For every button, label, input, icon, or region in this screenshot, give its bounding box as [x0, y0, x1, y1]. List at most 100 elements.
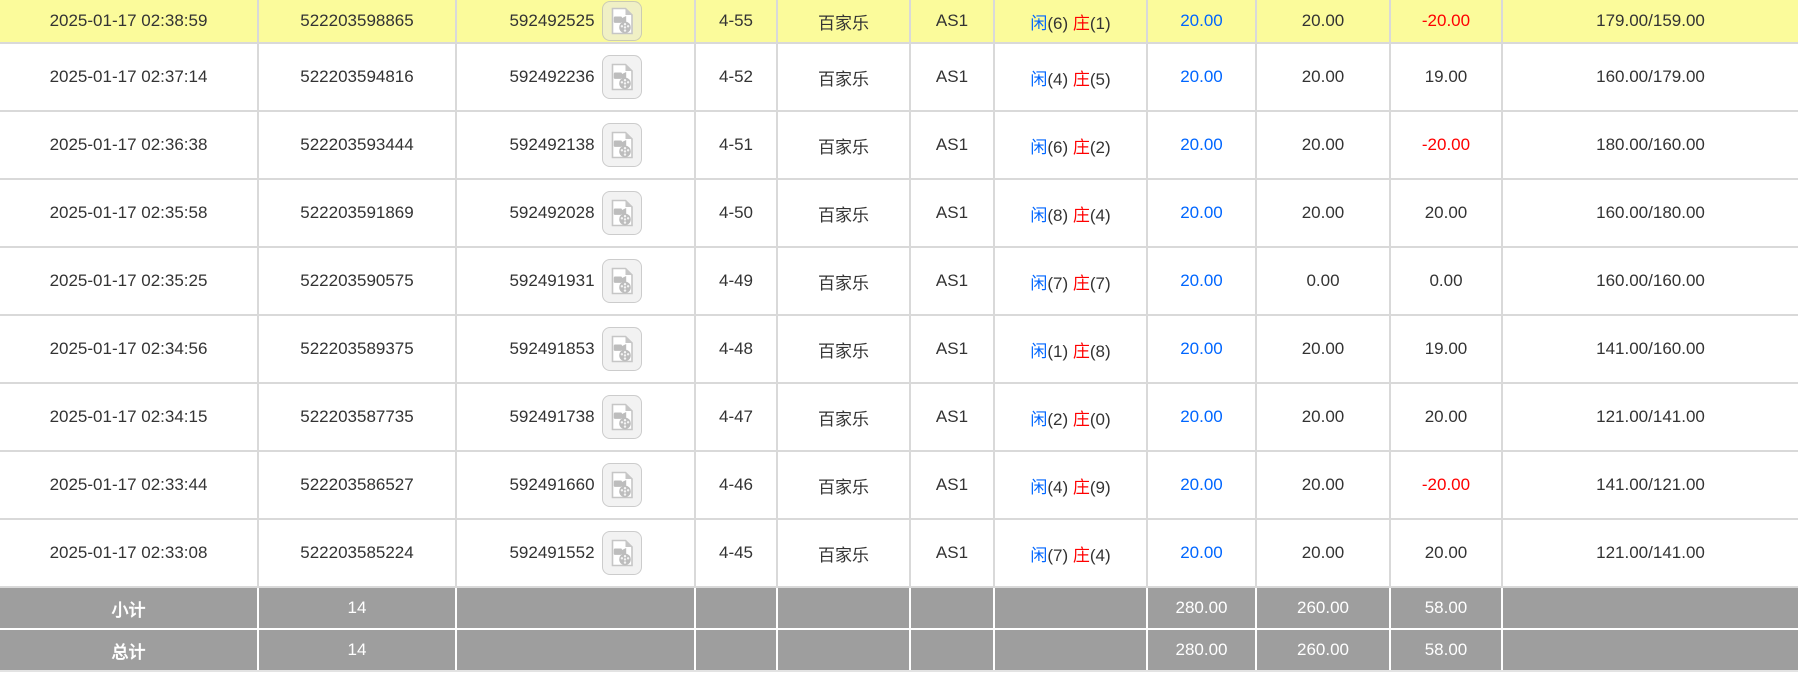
win-loss-amount: 20.00 — [1389, 518, 1503, 588]
video-replay-document-icon — [610, 63, 634, 91]
game-id-cell: 592492525 — [455, 0, 696, 44]
total-empty-gameid — [455, 628, 696, 671]
game-id-cell: 592492028 — [455, 178, 696, 248]
balance-before-after: 141.00/160.00 — [1501, 314, 1798, 384]
player-result-label: 闲 — [1030, 273, 1048, 293]
banker-result-label: 庄 — [1072, 137, 1090, 157]
banker-result-label: 庄 — [1072, 341, 1090, 361]
game-name: 百家乐 — [776, 382, 911, 452]
order-id: 522203594816 — [257, 42, 457, 112]
player-result-label: 闲 — [1030, 341, 1048, 361]
subtotal-winloss-total: 58.00 — [1389, 586, 1503, 630]
bet-amount: 20.00 — [1146, 178, 1257, 248]
round-number: 4-51 — [694, 110, 778, 180]
game-id-cell: 592491660 — [455, 450, 696, 520]
valid-amount: 20.00 — [1255, 0, 1391, 44]
bet-time: 2025-01-17 02:35:58 — [0, 178, 259, 248]
video-replay-button[interactable] — [601, 531, 642, 575]
round-number: 4-50 — [694, 178, 778, 248]
table-row[interactable]: 2025-01-17 02:37:14 522203594816 5924922… — [0, 42, 1798, 112]
valid-amount: 0.00 — [1255, 246, 1391, 316]
banker-result-label: 庄 — [1072, 273, 1090, 293]
video-replay-button[interactable] — [601, 259, 642, 303]
game-result: 闲(2) 庄(0) — [993, 382, 1148, 452]
player-result-label: 闲 — [1030, 69, 1048, 89]
video-replay-button[interactable] — [601, 55, 642, 99]
game-id: 592492138 — [509, 135, 595, 154]
subtotal-label: 小计 — [0, 586, 259, 630]
table-row[interactable]: 2025-01-17 02:35:25 522203590575 5924919… — [0, 246, 1798, 316]
subtotal-valid-total: 260.00 — [1255, 586, 1391, 630]
win-loss-amount: -20.00 — [1389, 450, 1503, 520]
bet-time: 2025-01-17 02:34:56 — [0, 314, 259, 384]
game-name: 百家乐 — [776, 42, 911, 112]
valid-amount: 20.00 — [1255, 110, 1391, 180]
video-replay-button[interactable] — [601, 2, 642, 41]
video-replay-button[interactable] — [601, 123, 642, 167]
bet-amount: 20.00 — [1146, 450, 1257, 520]
bet-time: 2025-01-17 02:36:38 — [0, 110, 259, 180]
table-row[interactable]: 2025-01-17 02:33:08 522203585224 5924915… — [0, 518, 1798, 588]
table-name: AS1 — [909, 178, 995, 248]
game-result: 闲(8) 庄(4) — [993, 178, 1148, 248]
video-replay-document-icon — [610, 403, 634, 431]
player-result-label: 闲 — [1030, 137, 1048, 157]
banker-result-score: (4) — [1089, 545, 1111, 565]
subtotal-empty-round — [694, 586, 778, 630]
banker-result-score: (1) — [1089, 13, 1111, 33]
table-row[interactable]: 2025-01-17 02:38:59 522203598865 5924925… — [0, 0, 1798, 44]
table-row[interactable]: 2025-01-17 02:33:44 522203586527 5924916… — [0, 450, 1798, 520]
game-result: 闲(4) 庄(9) — [993, 450, 1148, 520]
table-row[interactable]: 2025-01-17 02:34:56 522203589375 5924918… — [0, 314, 1798, 384]
win-loss-amount: 20.00 — [1389, 178, 1503, 248]
game-name: 百家乐 — [776, 110, 911, 180]
game-id-cell: 592492138 — [455, 110, 696, 180]
video-replay-document-icon — [610, 471, 634, 499]
game-id-cell: 592491853 — [455, 314, 696, 384]
total-empty-round — [694, 628, 778, 671]
table-name: AS1 — [909, 42, 995, 112]
table-row[interactable]: 2025-01-17 02:34:15 522203587735 5924917… — [0, 382, 1798, 452]
subtotal-count: 14 — [257, 586, 457, 630]
game-name: 百家乐 — [776, 450, 911, 520]
round-number: 4-52 — [694, 42, 778, 112]
video-replay-button[interactable] — [601, 327, 642, 371]
total-label: 总计 — [0, 628, 259, 671]
total-bet-total: 280.00 — [1146, 628, 1257, 671]
video-replay-button[interactable] — [601, 395, 642, 439]
bet-time: 2025-01-17 02:33:44 — [0, 450, 259, 520]
game-id-cell: 592491738 — [455, 382, 696, 452]
order-id: 522203589375 — [257, 314, 457, 384]
video-replay-button[interactable] — [601, 463, 642, 507]
video-replay-document-icon — [610, 131, 634, 159]
table-row[interactable]: 2025-01-17 02:35:58 522203591869 5924920… — [0, 178, 1798, 248]
total-valid-total: 260.00 — [1255, 628, 1391, 671]
round-number: 4-45 — [694, 518, 778, 588]
bet-history-table: 2025-01-17 02:38:59 522203598865 5924925… — [0, 0, 1798, 671]
banker-result-label: 庄 — [1072, 205, 1090, 225]
balance-before-after: 179.00/159.00 — [1501, 0, 1798, 44]
game-name: 百家乐 — [776, 178, 911, 248]
video-replay-document-icon — [610, 199, 634, 227]
table-name: AS1 — [909, 518, 995, 588]
video-replay-button[interactable] — [601, 191, 642, 235]
balance-before-after: 121.00/141.00 — [1501, 518, 1798, 588]
table-row[interactable]: 2025-01-17 02:36:38 522203593444 5924921… — [0, 110, 1798, 180]
banker-result-label: 庄 — [1072, 477, 1090, 497]
video-replay-document-icon — [610, 335, 634, 363]
video-replay-document-icon — [610, 7, 634, 35]
table-name: AS1 — [909, 110, 995, 180]
player-result-score: (8) — [1047, 205, 1069, 225]
bet-time: 2025-01-17 02:38:59 — [0, 0, 259, 44]
banker-result-score: (2) — [1089, 137, 1111, 157]
game-id: 592491853 — [509, 339, 595, 358]
subtotal-empty-gameid — [455, 586, 696, 630]
total-count: 14 — [257, 628, 457, 671]
round-number: 4-46 — [694, 450, 778, 520]
subtotal-empty-result — [993, 586, 1148, 630]
table-name: AS1 — [909, 450, 995, 520]
table-bottom-border — [0, 670, 1798, 672]
valid-amount: 20.00 — [1255, 382, 1391, 452]
bet-time: 2025-01-17 02:37:14 — [0, 42, 259, 112]
